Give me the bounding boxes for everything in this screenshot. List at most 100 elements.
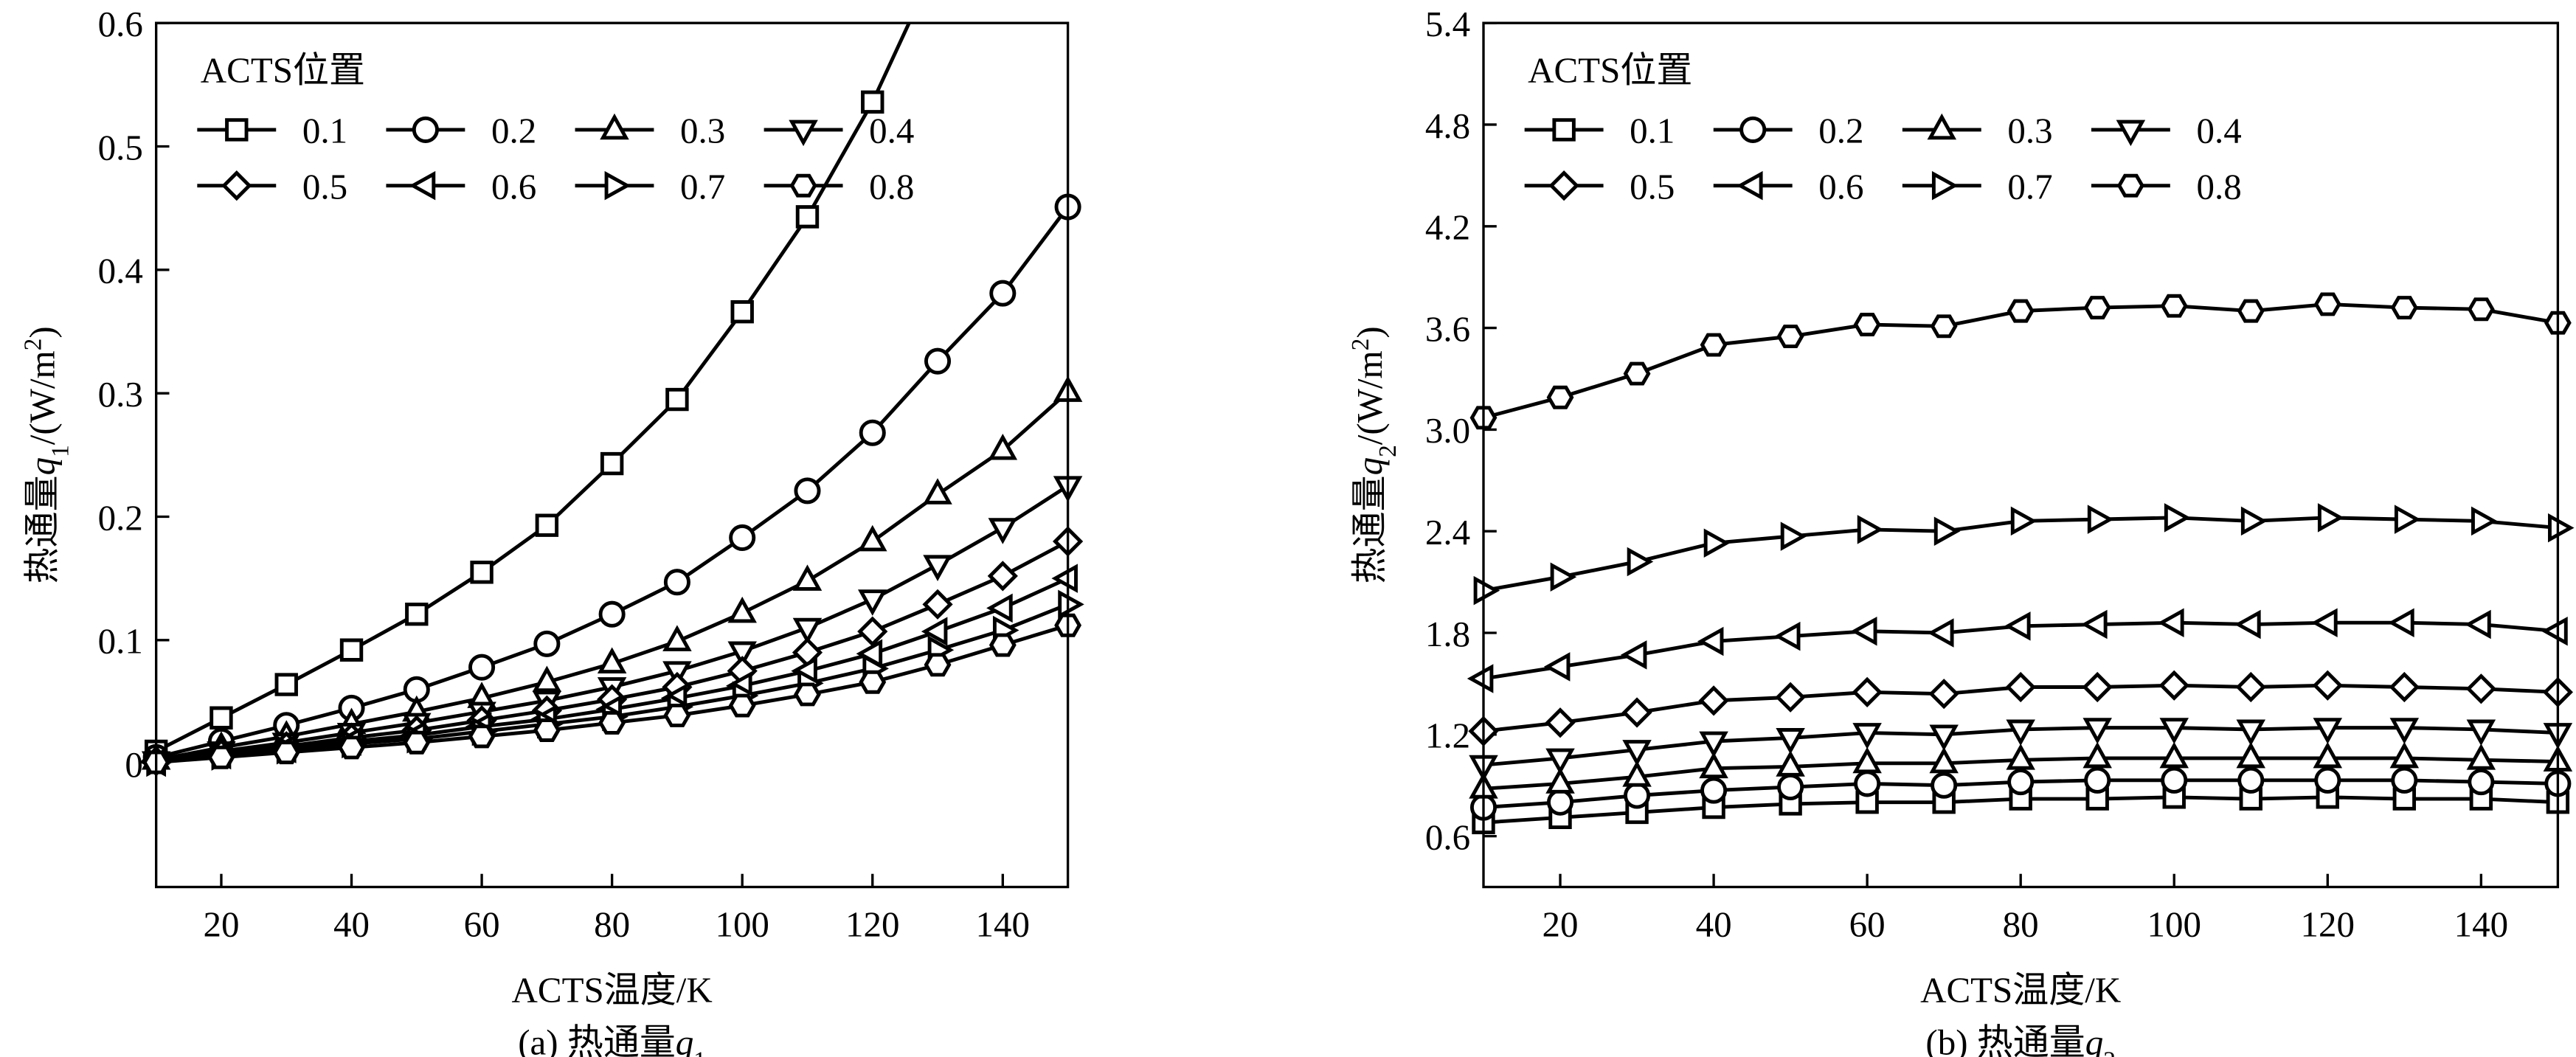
marker [861,90,884,114]
marker [923,478,952,505]
caption: (b) 热通量q2 [1925,1022,2116,1057]
marker [274,673,298,696]
marker [1775,682,1806,713]
marker [1623,361,1651,386]
legend-title: ACTS位置 [201,49,365,90]
y-axis-label-part: 1 [46,445,74,457]
y-tick-label: 0.1 [98,621,143,662]
marker [2313,718,2343,744]
marker [2311,608,2338,637]
marker [2465,609,2491,640]
legend-label: 0.2 [1818,111,1863,151]
marker [2007,299,2035,323]
marker [1852,746,1882,774]
legend-label: 0.8 [869,166,914,207]
y-tick-label: 5.4 [1425,4,1470,44]
y-tick-label: 1.2 [1425,715,1470,756]
y-tick-label: 0 [125,744,143,785]
marker [2541,616,2568,646]
marker [2007,769,2035,796]
marker [858,589,887,616]
marker [727,641,757,668]
marker [597,647,627,674]
legend-label: 0.1 [1630,111,1675,151]
marker [2314,766,2341,794]
marker [2313,741,2343,769]
legend-label: 0.3 [2007,111,2052,151]
x-tick-label: 120 [2301,904,2355,944]
marker [403,730,431,755]
marker [987,561,1018,592]
marker [859,670,887,694]
marker [1776,750,1805,777]
y-tick-label: 0.2 [98,497,143,538]
legend-label: 0.4 [869,111,914,151]
legend-label: 0.5 [1630,166,1675,207]
chart: 20 40 60 80 100 120 140 0.6 1.2 1.8 2.4 3.0 3.6 4.2 4.… [1346,4,2575,1057]
marker [2158,670,2189,701]
y-axis-label-part: 热通量 [22,475,63,583]
marker [1622,760,1652,787]
marker [792,564,823,591]
marker [1545,767,1575,794]
caption-part: (b) 热通量 [1925,1022,2085,1057]
marker [338,735,365,760]
y-tick-label: 0.5 [98,127,143,167]
marker [1850,616,1877,646]
legend-label: 0.7 [680,166,725,207]
marker [1545,748,1575,775]
marker [1550,562,1577,592]
marker [272,741,300,765]
legend-label: 0.5 [302,166,347,207]
marker [339,638,364,662]
marker [468,654,496,681]
marker [1543,652,1571,682]
y-axis-label-part: 2 [19,339,46,351]
marker [2082,741,2112,769]
legend-marker [600,113,629,140]
marker [2313,292,2341,316]
legend-marker [1548,170,1579,201]
marker [989,280,1017,307]
marker [1699,731,1728,758]
marker [2160,294,2188,318]
marker [2237,299,2265,323]
legend-marker [2116,173,2144,198]
marker [532,665,562,693]
marker [2087,505,2114,534]
legend-label: 0.7 [2007,166,2052,207]
legend-marker [789,173,817,198]
marker [1620,640,1647,670]
marker [210,706,233,729]
marker [2236,741,2266,769]
marker [2465,673,2496,704]
marker [1700,777,1728,804]
y-tick-label: 0.4 [98,251,143,291]
legend-marker [2116,119,2146,147]
y-axis-label: 热通量q2/(W/m2) [1346,326,1401,583]
marker [405,602,429,626]
plot-frame [1482,21,2560,889]
y-axis-label-part: ) [22,326,63,338]
y-tick-label: 3.0 [1425,410,1470,451]
marker [794,682,821,707]
marker [2548,513,2575,543]
x-tick-label: 140 [976,904,1030,944]
marker [1697,626,1724,656]
marker [2317,503,2344,533]
marker [1545,707,1576,738]
marker [2391,766,2418,794]
marker [923,555,952,581]
marker [1931,772,1958,799]
marker [1546,789,1574,816]
marker [792,617,823,645]
marker [2081,609,2108,640]
y-tick-label: 0.6 [1425,817,1470,857]
x-tick-label: 20 [1543,904,1579,944]
marker [2394,505,2421,534]
legend-marker [1931,170,1959,201]
marker [2235,671,2266,703]
legend-marker [221,170,252,201]
x-axis-label: ACTS温度/K [512,969,713,1010]
marker [924,347,952,375]
